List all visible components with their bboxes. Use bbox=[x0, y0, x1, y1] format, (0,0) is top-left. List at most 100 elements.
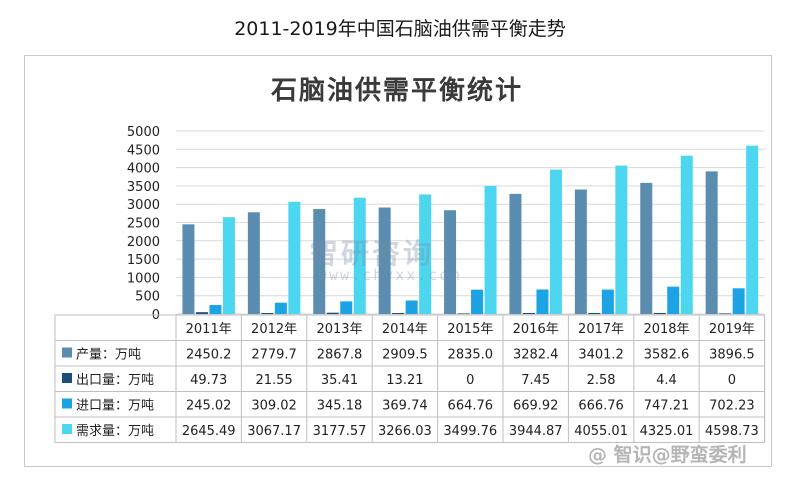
legend-label-import: 进口量：万吨 bbox=[76, 399, 154, 414]
bar-production bbox=[182, 224, 195, 314]
chart-title: 石脑油供需平衡统计 bbox=[270, 76, 523, 106]
data-label-demand: 3499.76 bbox=[443, 424, 497, 439]
x-tick-label: 2017年 bbox=[578, 322, 624, 337]
bar-export bbox=[392, 313, 405, 314]
data-label-export: 0 bbox=[466, 373, 474, 388]
data-label-export: 4.4 bbox=[656, 373, 677, 388]
y-tick-label: 3000 bbox=[127, 198, 160, 213]
bar-import bbox=[340, 301, 353, 314]
data-label-export: 49.73 bbox=[190, 373, 227, 388]
bar-demand bbox=[288, 201, 301, 314]
bar-demand bbox=[222, 217, 235, 314]
data-label-export: 21.55 bbox=[255, 373, 292, 388]
bar-import bbox=[667, 286, 680, 314]
data-label-production: 2779.7 bbox=[251, 348, 297, 363]
x-tick-label: 2011年 bbox=[186, 322, 232, 337]
data-label-demand: 3944.87 bbox=[509, 424, 563, 439]
bar-export bbox=[457, 313, 470, 314]
legend-swatch-production bbox=[62, 347, 72, 358]
data-label-export: 7.45 bbox=[521, 373, 550, 388]
data-label-production: 3582.6 bbox=[644, 348, 690, 363]
bar-export bbox=[719, 313, 732, 314]
bar-import bbox=[536, 289, 549, 314]
data-label-demand: 3266.03 bbox=[378, 424, 432, 439]
data-label-export: 0 bbox=[728, 373, 736, 388]
data-label-demand: 2645.49 bbox=[182, 424, 236, 439]
y-tick-label: 3500 bbox=[127, 180, 160, 195]
y-tick-label: 4500 bbox=[127, 143, 160, 158]
corner-watermark: @ 智识@野蛮委利 bbox=[588, 444, 747, 466]
data-label-production: 2867.8 bbox=[317, 348, 363, 363]
x-tick-label: 2019年 bbox=[709, 322, 755, 337]
legend-label-production: 产量：万吨 bbox=[76, 348, 141, 363]
bar-production bbox=[444, 210, 457, 314]
y-tick-label: 5000 bbox=[127, 125, 160, 140]
bar-import bbox=[405, 300, 418, 314]
bar-demand bbox=[353, 197, 366, 314]
page-title: 2011-2019年中国石脑油供需平衡走势 bbox=[234, 18, 566, 40]
data-label-import: 747.21 bbox=[644, 399, 690, 414]
data-label-demand: 4325.01 bbox=[640, 424, 694, 439]
bar-export bbox=[522, 313, 535, 314]
bar-production bbox=[705, 171, 718, 314]
x-tick-label: 2018年 bbox=[643, 322, 689, 337]
y-tick-label: 1000 bbox=[127, 271, 160, 286]
bar-production bbox=[313, 209, 326, 314]
legend-swatch-demand bbox=[62, 424, 72, 434]
data-table: 2011年 2012年 2013年 2014年 2015年 2016年 2017年 2018年… bbox=[54, 314, 766, 443]
bar-export bbox=[653, 313, 666, 314]
bar-demand bbox=[746, 145, 759, 314]
bar-production bbox=[378, 207, 391, 314]
y-tick-label: 2000 bbox=[127, 235, 160, 250]
y-tick-label: 4000 bbox=[127, 162, 160, 177]
data-label-export: 35.41 bbox=[321, 373, 358, 388]
data-label-production: 3401.2 bbox=[578, 348, 624, 363]
x-tick-label: 2014年 bbox=[382, 322, 428, 337]
data-label-import: 664.76 bbox=[448, 399, 494, 414]
bar-export bbox=[588, 313, 601, 314]
bar-demand bbox=[419, 194, 432, 314]
grid-layer bbox=[176, 130, 765, 315]
data-label-demand: 3067.17 bbox=[247, 424, 301, 439]
legend-swatch-export bbox=[62, 373, 72, 383]
data-label-production: 2835.0 bbox=[448, 348, 494, 363]
bar-export bbox=[195, 312, 208, 314]
x-tick-label: 2013年 bbox=[316, 322, 362, 337]
bar-export bbox=[326, 312, 339, 314]
data-label-import: 309.02 bbox=[251, 399, 297, 414]
bar-import bbox=[732, 288, 745, 314]
data-label-demand: 4598.73 bbox=[705, 424, 759, 439]
bars-layer bbox=[182, 145, 759, 314]
data-label-demand: 3177.57 bbox=[313, 424, 367, 439]
legend-label-demand: 需求量：万吨 bbox=[76, 424, 154, 439]
data-label-export: 2.58 bbox=[587, 373, 616, 388]
bar-export bbox=[261, 313, 274, 314]
watermark-brand: 智研咨询 bbox=[310, 237, 435, 270]
bar-demand bbox=[615, 165, 628, 314]
data-label-production: 3282.4 bbox=[513, 348, 559, 363]
data-label-import: 702.23 bbox=[709, 399, 755, 414]
data-label-production: 2909.5 bbox=[382, 348, 428, 363]
legend-label-export: 出口量：万吨 bbox=[76, 373, 154, 388]
data-label-demand: 4055.01 bbox=[574, 424, 628, 439]
legend-swatch-import bbox=[62, 398, 72, 409]
data-label-import: 369.74 bbox=[382, 399, 428, 414]
bar-production bbox=[574, 189, 587, 314]
watermark-url: www.chyxx.com bbox=[318, 266, 462, 284]
bar-production bbox=[640, 182, 653, 314]
x-tick-label: 2016年 bbox=[513, 322, 559, 337]
y-tick-label: 500 bbox=[135, 290, 160, 305]
y-tick-label: 2500 bbox=[127, 217, 160, 232]
data-label-import: 666.76 bbox=[578, 399, 624, 414]
bar-import bbox=[209, 305, 222, 314]
bar-import bbox=[274, 302, 287, 314]
data-label-production: 3896.5 bbox=[709, 348, 755, 363]
x-tick-label: 2012年 bbox=[251, 322, 297, 337]
y-tick-label: 1500 bbox=[127, 253, 160, 268]
data-label-production: 2450.2 bbox=[186, 348, 232, 363]
bar-demand bbox=[484, 185, 497, 314]
data-label-import: 245.02 bbox=[186, 399, 232, 414]
bar-demand bbox=[549, 169, 562, 314]
